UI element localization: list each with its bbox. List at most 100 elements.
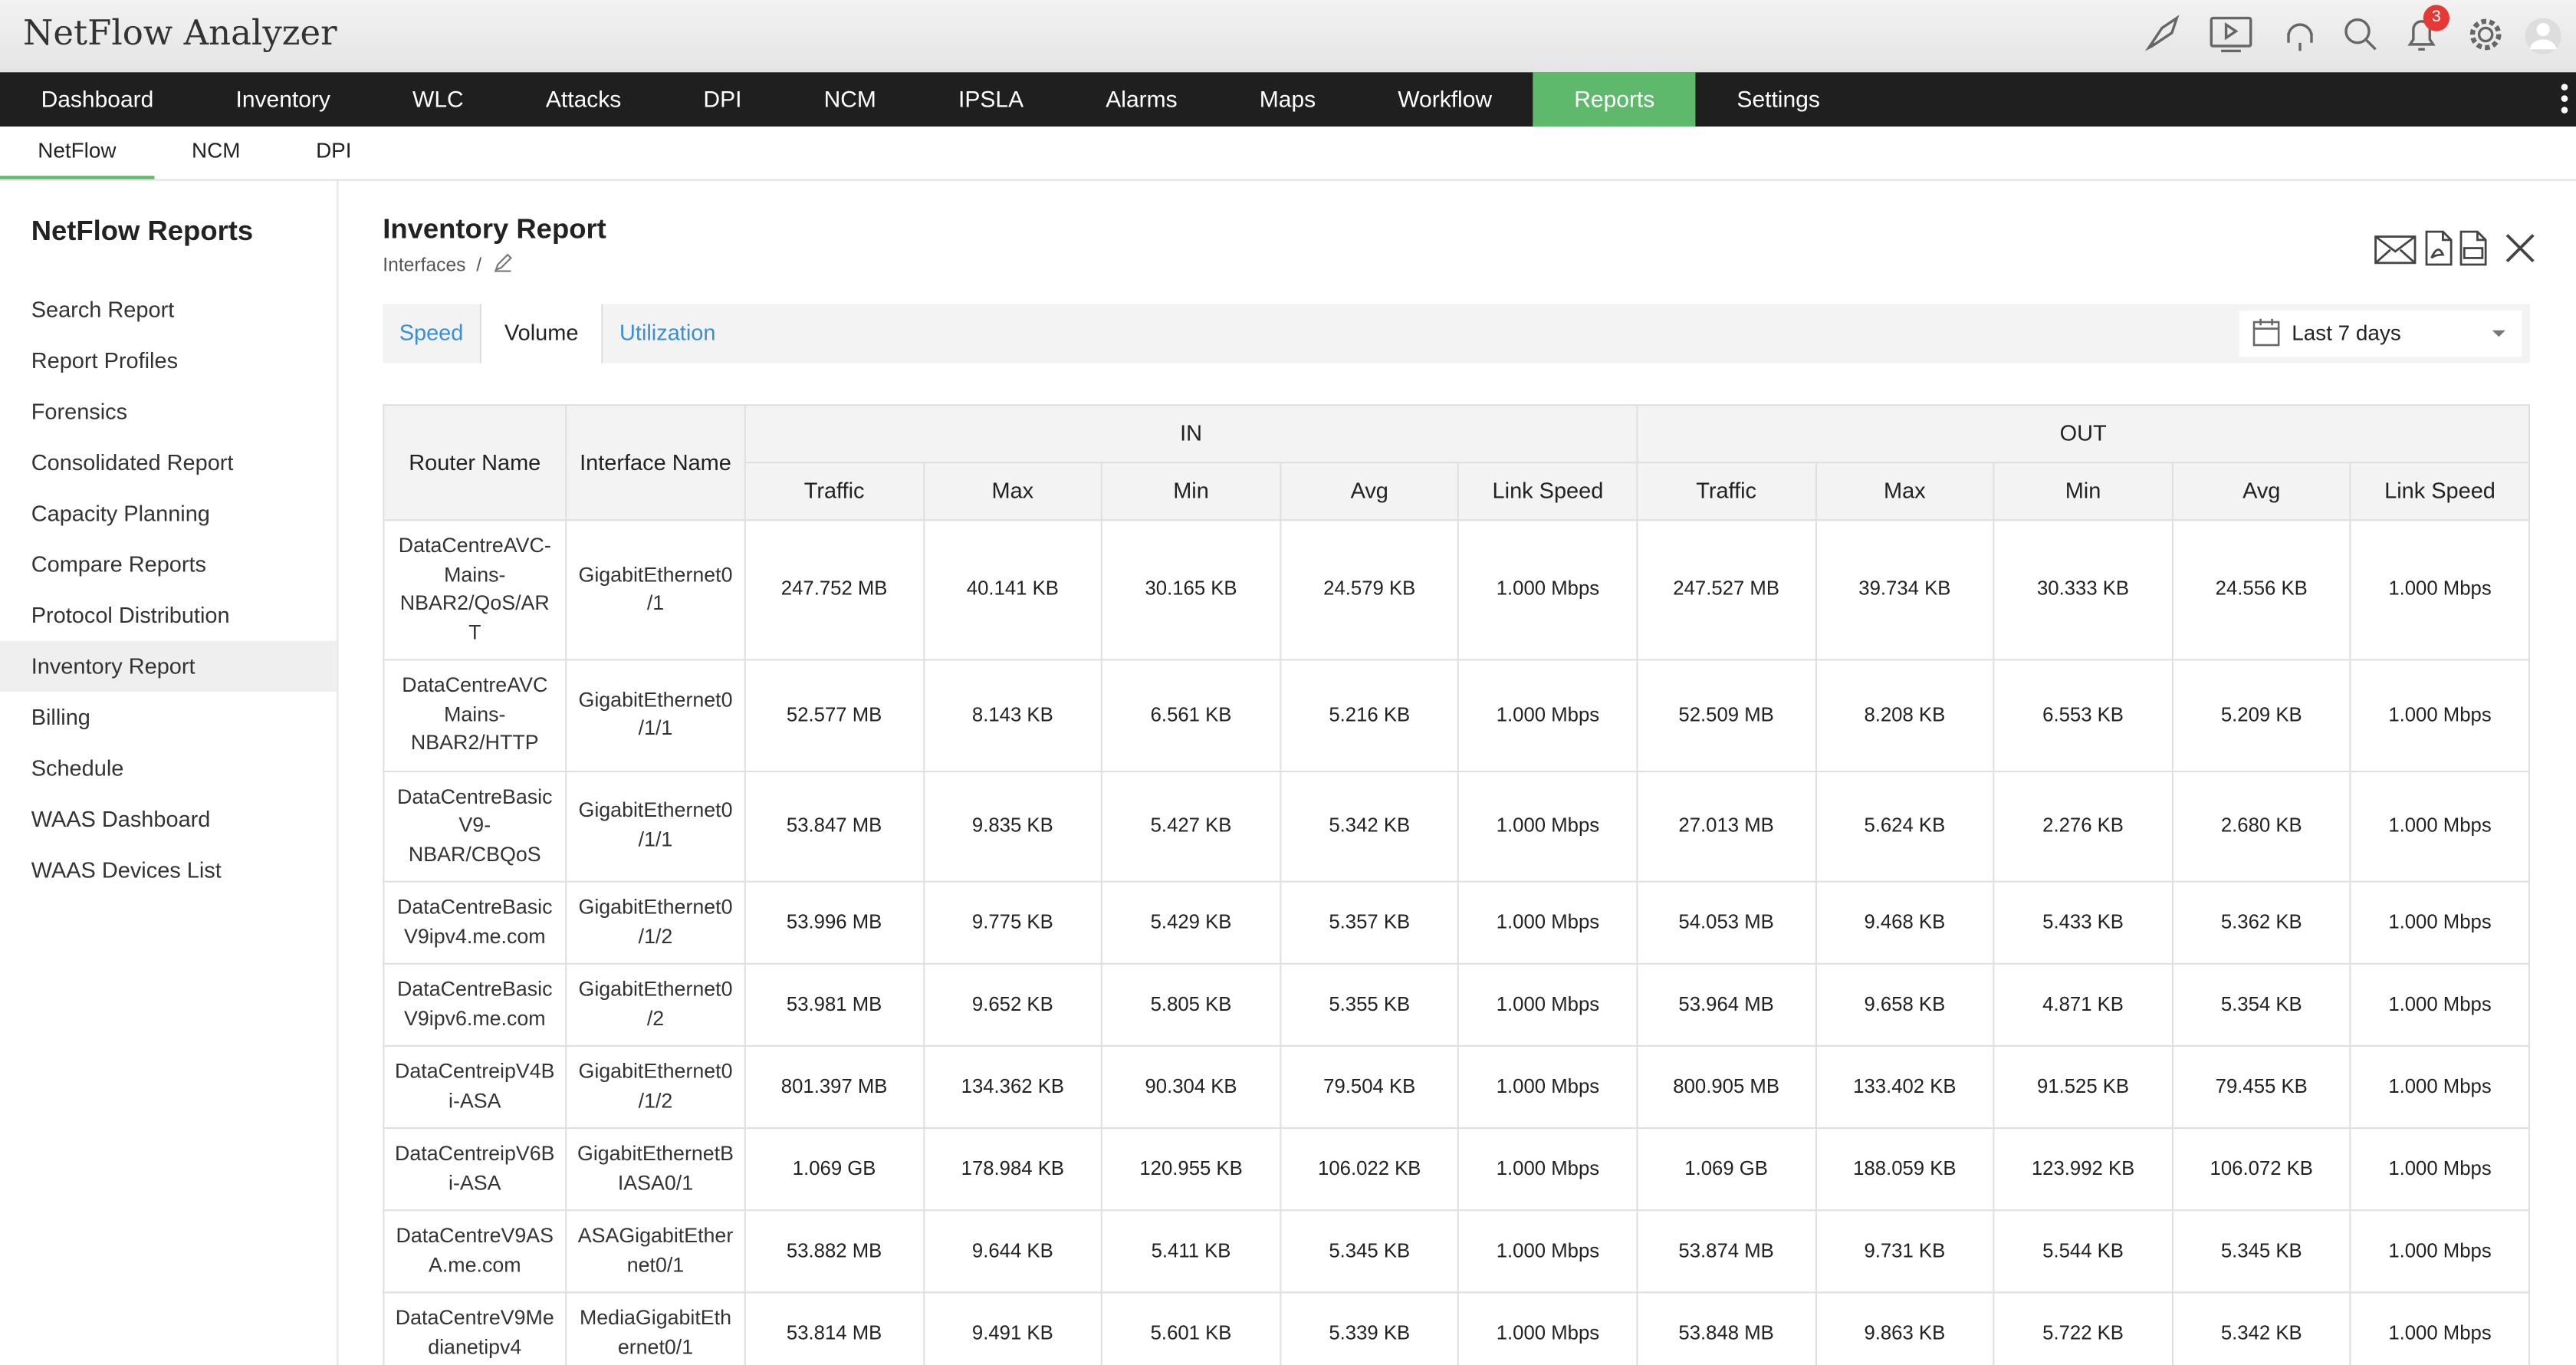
value-cell: 134.362 KB (922, 1044, 1103, 1130)
nav-item[interactable]: Attacks (545, 85, 622, 112)
nav-item[interactable]: Maps (1259, 85, 1316, 112)
value-cell: 9.863 KB (1814, 1291, 1995, 1365)
breadcrumb-item[interactable]: Interfaces (383, 256, 466, 276)
sidebar-item[interactable]: Forensics (31, 399, 128, 424)
sidebar-item[interactable]: Search Report (31, 297, 175, 322)
sidebar-item[interactable]: Schedule (31, 755, 124, 781)
breadcrumb-separator: / (476, 256, 482, 276)
value-cell: 133.402 KB (1814, 1044, 1995, 1130)
value-cell: 1.000 Mbps (2350, 1044, 2530, 1130)
nav-item[interactable]: NCM (823, 85, 876, 112)
app-title: NetFlow Analyzer (23, 13, 337, 53)
sidebar-item[interactable]: Protocol Distribution (31, 603, 230, 628)
column-header: Avg (2171, 462, 2352, 521)
nav-item[interactable]: Dashboard (41, 85, 154, 112)
table-row: DataCentreAVC Mains-NBAR2/HTTP GigabitEth… (383, 659, 2530, 772)
table-row: DataCentreV9ASA.me.com ASAGigabitEthernet… (383, 1209, 2530, 1294)
value-cell: 53.814 MB (744, 1291, 925, 1365)
group-header: OUT (1636, 404, 2530, 464)
tab-bar: Speed Volume Utilization Last 7 days (383, 304, 2531, 363)
value-cell: 247.752 MB (744, 519, 925, 661)
sidebar-item[interactable]: Capacity Planning (31, 501, 210, 526)
report-tab[interactable]: Utilization (619, 320, 716, 345)
sidebar-item[interactable]: Report Profiles (31, 348, 179, 373)
value-cell: 90.304 KB (1101, 1044, 1281, 1130)
nav-item[interactable]: Settings (1737, 85, 1820, 112)
nav-item[interactable]: IPSLA (958, 85, 1024, 112)
nav-item[interactable]: DPI (703, 85, 742, 112)
inventory-table: Router Name Interface Name IN OUT Traffic Max… (383, 404, 2530, 1365)
sidebar: NetFlow Reports Search Report Report Prof… (0, 180, 339, 1365)
value-cell: 178.984 KB (922, 1127, 1103, 1212)
value-cell: 1.000 Mbps (1457, 1209, 1638, 1294)
value-cell: 1.000 Mbps (1457, 1291, 1638, 1365)
sidebar-item[interactable]: WAAS Devices List (31, 857, 222, 883)
name-cell: DataCentreipV4Bi-ASA (383, 1044, 567, 1130)
value-cell: 5.209 KB (2171, 659, 2352, 772)
edit-icon[interactable] (493, 253, 513, 273)
nav-item[interactable]: Reports (1533, 72, 1696, 127)
toolbar-icons[interactable] (0, 0, 2576, 72)
value-cell: 5.354 KB (2171, 962, 2352, 1048)
value-cell: 1.000 Mbps (2350, 962, 2530, 1048)
sub-nav-item[interactable]: NetFlow (0, 127, 154, 179)
sidebar-item[interactable]: Consolidated Report (31, 450, 234, 475)
value-cell: 1.000 Mbps (1457, 1127, 1638, 1212)
value-cell: 54.053 MB (1636, 880, 1817, 965)
name-cell: GigabitEthernet0/2 (565, 962, 746, 1048)
header-row: Traffic Max Min Avg Link Speed Traffic Max Min A… (383, 462, 2530, 521)
group-header: IN (744, 404, 1638, 464)
value-cell: 1.000 Mbps (1457, 769, 1638, 883)
name-cell: DataCentreV9Medianetipv4 (383, 1291, 567, 1365)
value-cell: 106.072 KB (2171, 1127, 2352, 1212)
table-row: DataCentreipV6Bi-ASA GigabitEthernetBIASA… (383, 1127, 2530, 1212)
sidebar-item[interactable]: Inventory Report (0, 640, 337, 692)
name-cell: ASAGigabitEthernet0/1 (565, 1209, 746, 1294)
nav-item[interactable]: Workflow (1398, 85, 1493, 112)
breadcrumb: Interfaces / (383, 253, 513, 276)
sidebar-item[interactable]: Compare Reports (31, 552, 207, 577)
sidebar-item[interactable]: WAAS Dashboard (31, 807, 211, 832)
value-cell: 5.544 KB (1993, 1209, 2174, 1294)
table-row: DataCentreBasicV9ipv4.me.com GigabitEther… (383, 880, 2530, 965)
value-cell: 79.504 KB (1279, 1044, 1460, 1130)
name-cell: GigabitEthernet0/1 (565, 519, 746, 661)
nav-item[interactable]: Alarms (1106, 85, 1178, 112)
value-cell: 9.644 KB (922, 1209, 1103, 1294)
value-cell: 52.577 MB (744, 659, 925, 772)
value-cell: 9.652 KB (922, 962, 1103, 1048)
table-row: DataCentreV9Medianetipv4 MediaGigabitEthe… (383, 1291, 2530, 1365)
report-tab[interactable]: Speed (399, 320, 464, 345)
date-range-picker[interactable]: Last 7 days (2239, 311, 2522, 357)
sidebar-item[interactable]: Billing (31, 705, 90, 730)
nav-item[interactable]: WLC (412, 85, 464, 112)
name-cell: GigabitEthernet0/1/2 (565, 1044, 746, 1130)
sub-nav-item[interactable]: DPI (316, 138, 352, 163)
value-cell: 5.342 KB (1279, 769, 1460, 883)
export-icons[interactable] (2374, 227, 2538, 276)
notification-badge: 3 (2423, 5, 2450, 31)
sub-nav: NetFlow NCM DPI (0, 127, 2576, 181)
report-title: Inventory Report (383, 213, 606, 245)
value-cell: 9.658 KB (1814, 962, 1995, 1048)
column-header: Traffic (1636, 462, 1817, 521)
column-header: Interface Name (565, 404, 746, 521)
sidebar-list: Search Report Report Profiles Forensics Con… (0, 285, 337, 896)
value-cell: 1.000 Mbps (1457, 519, 1638, 661)
more-menu[interactable] (2527, 72, 2576, 127)
sub-nav-item[interactable]: NCM (192, 138, 241, 163)
value-cell: 247.527 MB (1636, 519, 1817, 661)
nav-item[interactable]: Inventory (235, 85, 330, 112)
report-tab[interactable]: Volume (479, 304, 603, 363)
value-cell: 1.069 GB (1636, 1127, 1817, 1212)
value-cell: 53.996 MB (744, 880, 925, 965)
value-cell: 53.981 MB (744, 962, 925, 1048)
value-cell: 5.345 KB (1279, 1209, 1460, 1294)
value-cell: 8.208 KB (1814, 659, 1995, 772)
name-cell: DataCentreBasicV9-NBAR/CBQoS (383, 769, 567, 883)
value-cell: 120.955 KB (1101, 1127, 1281, 1212)
value-cell: 5.601 KB (1101, 1291, 1281, 1365)
table-row: DataCentreBasicV9-NBAR/CBQoS GigabitEther… (383, 769, 2530, 883)
top-bar: NetFlow Analyzer 3 (0, 0, 2576, 73)
